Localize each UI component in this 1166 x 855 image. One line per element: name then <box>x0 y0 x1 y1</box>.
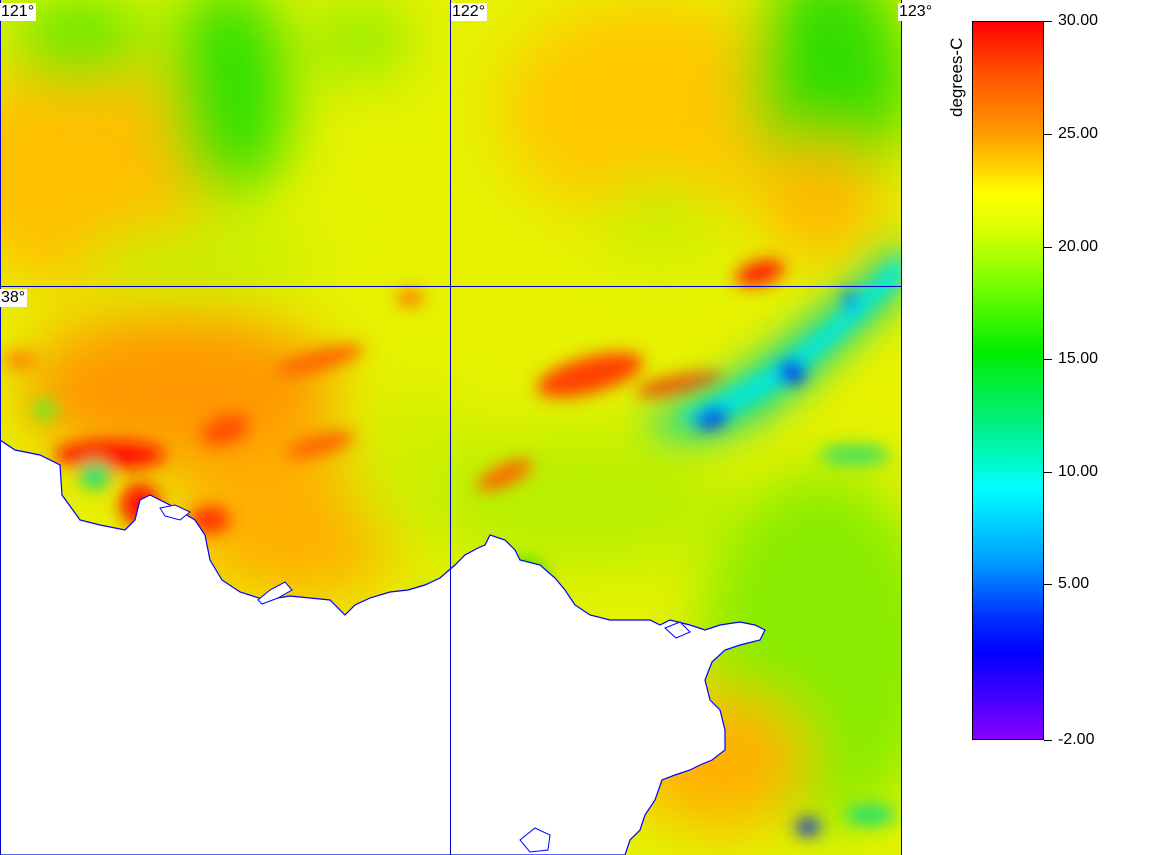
cold-water-band <box>640 230 902 441</box>
liaodong-peninsula-land <box>0 439 766 855</box>
coastal-island <box>159 504 191 521</box>
grid-label-lat-38: 38° <box>0 289 28 307</box>
colorbar-tick <box>1044 584 1052 585</box>
colorbar-tick <box>1044 21 1052 22</box>
grid-label-lon-121: 121° <box>0 3 37 21</box>
coastal-island <box>664 621 691 639</box>
temperature-field-broad <box>0 0 902 830</box>
colorbar <box>972 21 1044 740</box>
grid-label-lon-122: 122° <box>451 3 488 21</box>
cold-water-core <box>680 250 902 835</box>
legend-title: degrees-C <box>947 37 966 117</box>
tick-label-15: 15.00 <box>1058 350 1099 367</box>
coastal-island <box>519 827 551 853</box>
coastal-island <box>257 581 293 605</box>
tick-label-25: 25.00 <box>1058 125 1099 142</box>
tick-label-5: 5.00 <box>1058 575 1090 592</box>
tick-label-10: 10.00 <box>1058 463 1099 480</box>
map-canvas <box>0 0 902 855</box>
grid-label-lon-123: 123° <box>898 3 935 21</box>
graticule <box>0 0 902 855</box>
colorbar-tick <box>1044 740 1052 741</box>
tick-label-30: 30.00 <box>1058 12 1099 29</box>
colorbar-tick <box>1044 359 1052 360</box>
colorbar-tick <box>1044 472 1052 473</box>
colorbar-tick <box>1044 247 1052 248</box>
temperature-map: 121° 122° 38° <box>0 0 902 855</box>
tick-label-minus-2: -2.00 <box>1058 731 1095 748</box>
tick-label-20: 20.00 <box>1058 238 1099 255</box>
colorbar-tick <box>1044 134 1052 135</box>
land <box>0 439 766 855</box>
